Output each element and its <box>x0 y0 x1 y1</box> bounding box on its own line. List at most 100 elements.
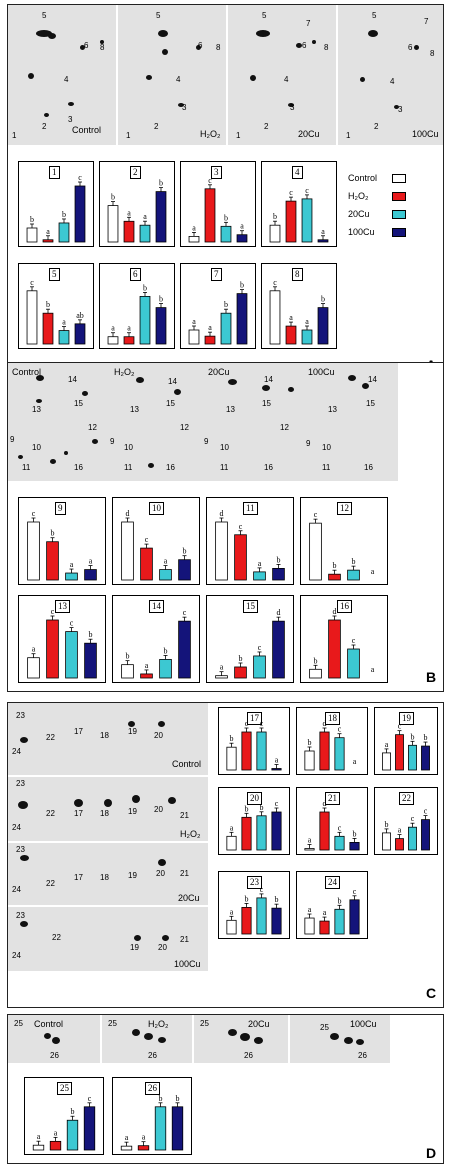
significance-letter: b <box>277 555 281 564</box>
bar-cu20 <box>139 224 151 243</box>
bar-h2o2 <box>46 619 59 679</box>
bar-h2o2 <box>123 336 135 345</box>
significance-letter: a <box>46 227 50 236</box>
bar-chart-spot-7: 7 a a b b <box>180 263 256 349</box>
gel-label: H₂O₂ <box>200 129 221 139</box>
bar-cu100 <box>349 899 360 935</box>
bar-chart-spot-25: 25 a a b c <box>24 1077 104 1155</box>
bar-control <box>309 522 322 581</box>
significance-letter: c <box>32 509 36 518</box>
significance-letter: a <box>142 1133 146 1142</box>
significance-letter: b <box>260 803 264 812</box>
gel-c-100cu: 23 22 19 20 21 24 100Cu <box>8 907 208 971</box>
bar-cu100 <box>83 1106 96 1151</box>
bar-cu20 <box>159 569 172 581</box>
bar-plot-area: a d c b <box>304 799 360 851</box>
bar-plot-area: acb b <box>382 722 430 771</box>
significance-letter: c <box>30 278 34 287</box>
legend-item: H₂O₂ <box>348 187 406 205</box>
bar-chart-spot-17: 17 b c c a <box>218 707 290 775</box>
bar-h2o2 <box>42 312 54 345</box>
gel-b-20cu: 20Cu 14 13 15 12 9 10 11 16 <box>202 363 302 481</box>
significance-letter: b <box>333 561 337 570</box>
significance-letter: c <box>411 814 415 823</box>
significance-letter: a <box>145 661 149 670</box>
bar-control <box>226 919 237 935</box>
bar-plot-area: b a b c <box>121 608 191 679</box>
bar-cu100 <box>272 620 285 679</box>
significance-letter: a <box>398 826 402 835</box>
bar-chart-spot-6: 6 a a b b <box>99 263 175 349</box>
gel-a-20cu: 5 7 6 8 4 3 2 1 20Cu <box>228 5 336 145</box>
significance-letter: c <box>260 719 264 728</box>
bar-cu20 <box>301 198 313 243</box>
chart-spot-number: 8 <box>292 268 303 281</box>
significance-letter: c <box>260 885 264 894</box>
bar-cu20 <box>301 329 313 345</box>
significance-letter: a <box>289 313 293 322</box>
significance-letter: d <box>277 608 281 617</box>
chart-spot-number: 23 <box>247 876 262 889</box>
bar-cu100 <box>317 307 329 345</box>
significance-letter: b <box>164 646 168 655</box>
bar-h2o2 <box>234 666 247 679</box>
gel-label: 100Cu <box>308 367 335 377</box>
bar-cu100 <box>236 234 248 243</box>
significance-letter: c <box>51 607 55 616</box>
legend-swatch <box>392 209 406 219</box>
significance-letter: b <box>308 738 312 747</box>
bar-chart-spot-16: 16 b d c a <box>300 595 388 683</box>
bar-cu20 <box>154 1106 167 1151</box>
panel-c: 23 22 17 18 19 20 24 Control 23 22 17 18… <box>7 702 444 1008</box>
significance-letter: c <box>273 278 277 287</box>
significance-letter: b <box>240 281 244 290</box>
bar-cu100 <box>74 185 86 243</box>
bar-plot-area: a a b b <box>120 1094 184 1151</box>
bar-h2o2 <box>140 547 153 581</box>
significance-letter: c <box>183 608 187 617</box>
bar-control <box>120 1145 133 1151</box>
bar-plot-area: a c c b <box>27 607 97 679</box>
panel-letter: C <box>426 985 437 1001</box>
bar-control <box>215 521 228 581</box>
bar-h2o2 <box>46 541 59 581</box>
bar-chart-spot-1: 1 b a b c <box>18 161 94 247</box>
bar-plot-area: a b b c <box>226 799 282 851</box>
bar-plot-area: a b c b <box>226 885 282 935</box>
bar-h2o2 <box>241 816 252 851</box>
significance-letter: c <box>275 799 279 808</box>
significance-letter: b <box>385 820 389 829</box>
significance-letter: a <box>371 665 375 674</box>
significance-letter: a <box>385 740 389 749</box>
bar-control <box>26 290 38 345</box>
bar-h2o2 <box>285 325 297 345</box>
bar-h2o2 <box>123 220 135 243</box>
bar-h2o2 <box>234 534 247 581</box>
bar-h2o2 <box>328 619 341 679</box>
significance-letter: b <box>30 215 34 224</box>
significance-letter: c <box>70 619 74 628</box>
bar-plot-area: b a b c <box>26 173 86 243</box>
bar-cu20 <box>220 225 232 243</box>
significance-letter: b <box>89 630 93 639</box>
significance-letter: c <box>239 522 243 531</box>
chart-spot-number: 11 <box>243 502 258 515</box>
bar-cu100 <box>421 819 430 851</box>
bar-h2o2 <box>241 907 252 935</box>
significance-letter: a <box>308 836 312 845</box>
gel-a-h2o2: 5 6 8 4 3 2 1 H₂O₂ <box>118 5 226 145</box>
significance-letter: b <box>71 1107 75 1116</box>
chart-spot-number: 9 <box>55 502 66 515</box>
chart-spot-number: 22 <box>399 792 414 805</box>
bar-plot-area: b c c a <box>226 719 282 771</box>
bar-control <box>226 746 237 771</box>
bar-plot-area: b c c a <box>269 186 329 243</box>
bar-control <box>215 675 228 679</box>
bar-control <box>188 329 200 345</box>
bar-plot-area: a c b a <box>188 176 248 243</box>
panel-d: 25 Control 26 25 H₂O₂ 26 25 20Cu 26 25 1… <box>7 1014 444 1164</box>
significance-letter: a <box>70 560 74 569</box>
bar-cu20 <box>253 571 266 581</box>
bar-h2o2 <box>42 239 54 243</box>
significance-letter: a <box>89 557 93 566</box>
